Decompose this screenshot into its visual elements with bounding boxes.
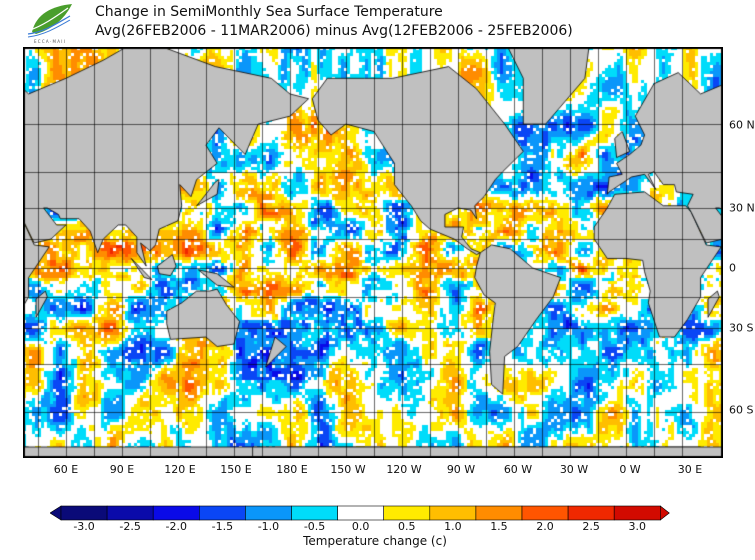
lat-tick-label: 60 S xyxy=(729,403,754,417)
lon-tick-label: 60 E xyxy=(53,463,79,476)
colorbar-title: Temperature change (c) xyxy=(303,534,447,548)
colorbar-segment xyxy=(567,505,615,521)
colorbar-tick-label: 0.5 xyxy=(398,520,416,533)
logo-text: E C C A · M A I I xyxy=(34,39,65,44)
colorbar-segment xyxy=(199,505,246,521)
lon-tick-label: 60 W xyxy=(503,463,533,476)
colorbar-tick-label: -2.0 xyxy=(165,520,187,533)
colorbar-tick-label: 2.0 xyxy=(536,520,554,533)
lon-tick-label: 30 E xyxy=(677,463,703,476)
colorbar-segment xyxy=(60,505,108,521)
colorbar xyxy=(50,505,670,521)
colorbar-tick-label: -0.5 xyxy=(303,520,326,533)
lat-tick-label: 0 xyxy=(729,261,736,275)
colorbar-segment xyxy=(521,505,569,521)
colorbar-tick-label: -3.0 xyxy=(73,520,95,533)
lat-tick-label: 60 N xyxy=(729,118,755,132)
sst-anomaly-map xyxy=(23,47,723,458)
colorbar-tick-label: 1.0 xyxy=(444,520,462,533)
colorbar-segment xyxy=(383,505,431,521)
colorbar-tick-label: 3.0 xyxy=(628,520,647,533)
lon-tick-label: 30 W xyxy=(559,463,589,476)
lon-tick-label: 150 W xyxy=(330,463,366,476)
lat-tick-label: 30 N xyxy=(729,201,755,215)
colorbar-tick-label: 1.5 xyxy=(490,520,508,533)
colorbar-tick-label: -1.0 xyxy=(257,520,280,533)
colorbar-tick-label: 0.0 xyxy=(351,520,370,533)
lon-tick-label: 0 W xyxy=(619,463,641,476)
colorbar-min-arrow xyxy=(50,505,62,521)
colorbar-tick-label: -1.5 xyxy=(211,520,234,533)
colorbar-segment xyxy=(245,505,292,521)
lat-tick-label: 30 S xyxy=(729,321,754,335)
lon-tick-label: 180 E xyxy=(276,463,308,476)
colorbar-segment xyxy=(475,505,523,521)
lon-tick-label: 90 E xyxy=(109,463,135,476)
lon-tick-label: 120 W xyxy=(386,463,422,476)
lon-tick-label: 90 W xyxy=(446,463,476,476)
colorbar-segment xyxy=(613,505,661,521)
colorbar-tick-label: 2.5 xyxy=(582,520,600,533)
colorbar-segment xyxy=(152,505,200,521)
colorbar-segment xyxy=(291,505,338,521)
colorbar-segment xyxy=(106,505,154,521)
chart-subtitle: Avg(26FEB2006 - 11MAR2006) minus Avg(12F… xyxy=(95,23,573,39)
colorbar-segment xyxy=(337,505,385,521)
lon-tick-label: 150 E xyxy=(220,463,252,476)
colorbar-segment xyxy=(429,505,477,521)
colorbar-tick-label: -2.5 xyxy=(119,520,141,533)
colorbar-max-arrow xyxy=(659,505,670,521)
lon-tick-label: 120 E xyxy=(164,463,196,476)
chart-title: Change in SemiMonthly Sea Surface Temper… xyxy=(95,4,443,20)
logo-icon: E C C A · M A I I xyxy=(27,4,72,44)
